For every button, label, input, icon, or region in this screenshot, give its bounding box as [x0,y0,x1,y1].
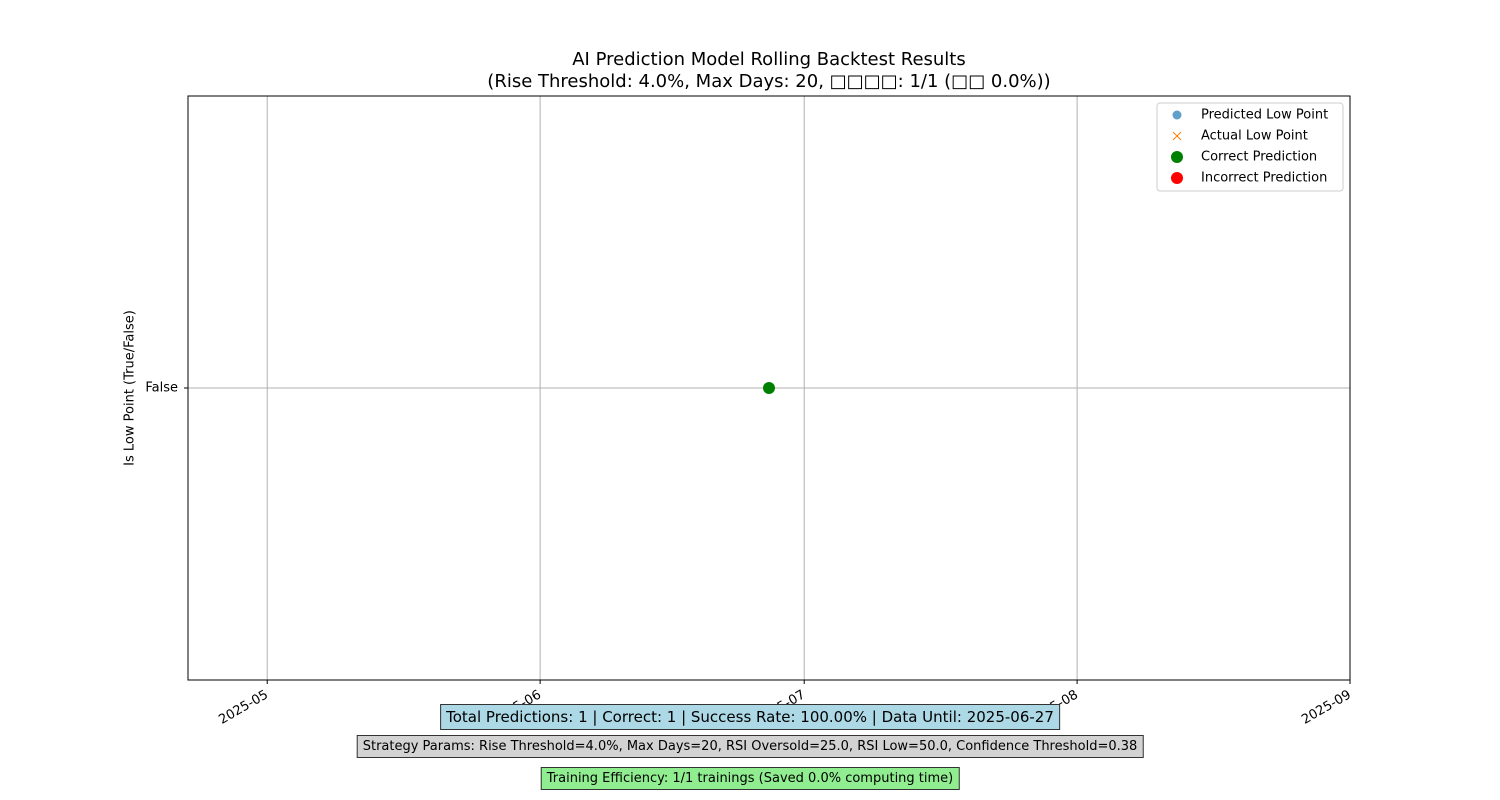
legend-label: Actual Low Point [1201,129,1308,144]
legend-marker [1171,172,1183,184]
note-box: Strategy Params: Rise Threshold=4.0%, Ma… [356,735,1144,758]
marker-stroke [1172,131,1182,141]
marker [763,382,775,394]
plot-frame [187,95,1351,681]
y-axis-label: Is Low Point (True/False) [123,310,138,466]
x-tick-label: 2025-09 [1299,688,1354,728]
legend-label: Incorrect Prediction [1201,171,1327,186]
legend-label: Correct Prediction [1201,150,1317,165]
legend-marker [1172,110,1182,120]
y-tick-label: False [145,381,178,396]
legend-marker [1171,151,1183,163]
chart-subtitle: (Rise Threshold: 4.0%, Max Days: 20, □□□… [487,71,1050,92]
legend-box [1156,102,1344,192]
x-tick-label: 2025-05 [216,688,271,728]
chart-title: AI Prediction Model Rolling Backtest Res… [572,49,966,70]
note-box: Training Efficiency: 1/1 trainings (Save… [540,767,960,790]
marker [1172,131,1182,141]
note-box: Total Predictions: 1 | Correct: 1 | Succ… [440,704,1060,730]
legend-label: Predicted Low Point [1201,108,1328,123]
